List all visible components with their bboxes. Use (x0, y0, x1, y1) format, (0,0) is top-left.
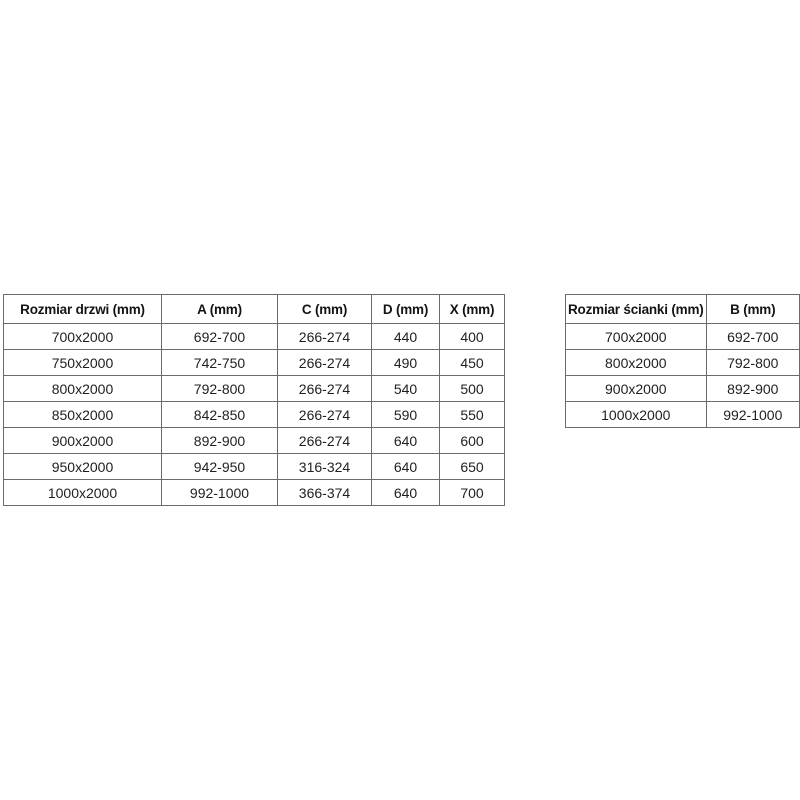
table-cell: 950x2000 (3, 453, 162, 480)
table-cell: 590 (371, 401, 440, 428)
table-row: 800x2000 792-800 266-274 540 500 (3, 375, 505, 402)
table-cell: 1000x2000 (3, 479, 162, 506)
table-cell: 500 (439, 375, 505, 402)
table-cell: 892-900 (705, 375, 800, 402)
column-header-b: B (mm) (705, 294, 800, 324)
column-header-a: A (mm) (161, 294, 278, 324)
table-row: 700x2000 692-700 266-274 440 400 (3, 323, 505, 350)
table-cell: 640 (371, 427, 440, 454)
table-row: 800x2000 792-800 (565, 349, 800, 376)
table-row: 850x2000 842-850 266-274 590 550 (3, 401, 505, 428)
table-cell: 650 (439, 453, 505, 480)
table-cell: 600 (439, 427, 505, 454)
table-cell: 692-700 (161, 323, 278, 350)
table-cell: 540 (371, 375, 440, 402)
table-row: 900x2000 892-900 266-274 640 600 (3, 427, 505, 454)
table-cell: 266-274 (277, 323, 372, 350)
table-cell: 550 (439, 401, 505, 428)
table-cell: 992-1000 (705, 401, 800, 428)
table-cell: 316-324 (277, 453, 372, 480)
table-cell: 640 (371, 479, 440, 506)
column-header-door-size: Rozmiar drzwi (mm) (3, 294, 162, 324)
table-cell: 692-700 (705, 323, 800, 350)
table-cell: 800x2000 (565, 349, 707, 376)
table-cell: 942-950 (161, 453, 278, 480)
table-row: 750x2000 742-750 266-274 490 450 (3, 349, 505, 376)
table-cell: 266-274 (277, 401, 372, 428)
table-cell: 490 (371, 349, 440, 376)
table-cell: 640 (371, 453, 440, 480)
table-cell: 440 (371, 323, 440, 350)
column-header-d: D (mm) (371, 294, 440, 324)
table-cell: 792-800 (705, 349, 800, 376)
table-cell: 266-274 (277, 427, 372, 454)
table-cell: 266-274 (277, 375, 372, 402)
table-row: 950x2000 942-950 316-324 640 650 (3, 453, 505, 480)
column-header-x: X (mm) (439, 294, 505, 324)
table-cell: 700x2000 (565, 323, 707, 350)
wall-table-header-row: Rozmiar ścianki (mm) B (mm) (565, 294, 800, 324)
table-cell: 900x2000 (565, 375, 707, 402)
table-cell: 450 (439, 349, 505, 376)
table-row: 1000x2000 992-1000 366-374 640 700 (3, 479, 505, 506)
wall-sizes-table: Rozmiar ścianki (mm) B (mm) 700x2000 692… (565, 294, 800, 428)
table-row: 900x2000 892-900 (565, 375, 800, 402)
table-cell: 750x2000 (3, 349, 162, 376)
table-cell: 366-374 (277, 479, 372, 506)
table-cell: 992-1000 (161, 479, 278, 506)
table-cell: 266-274 (277, 349, 372, 376)
table-cell: 850x2000 (3, 401, 162, 428)
table-cell: 700 (439, 479, 505, 506)
table-cell: 842-850 (161, 401, 278, 428)
table-cell: 900x2000 (3, 427, 162, 454)
column-header-c: C (mm) (277, 294, 372, 324)
table-cell: 792-800 (161, 375, 278, 402)
table-cell: 400 (439, 323, 505, 350)
table-cell: 742-750 (161, 349, 278, 376)
table-row: 700x2000 692-700 (565, 323, 800, 350)
table-cell: 892-900 (161, 427, 278, 454)
door-sizes-table: Rozmiar drzwi (mm) A (mm) C (mm) D (mm) … (3, 294, 505, 506)
table-row: 1000x2000 992-1000 (565, 401, 800, 428)
table-cell: 700x2000 (3, 323, 162, 350)
door-table-header-row: Rozmiar drzwi (mm) A (mm) C (mm) D (mm) … (3, 294, 505, 324)
table-cell: 1000x2000 (565, 401, 707, 428)
table-cell: 800x2000 (3, 375, 162, 402)
column-header-wall-size: Rozmiar ścianki (mm) (565, 294, 707, 324)
